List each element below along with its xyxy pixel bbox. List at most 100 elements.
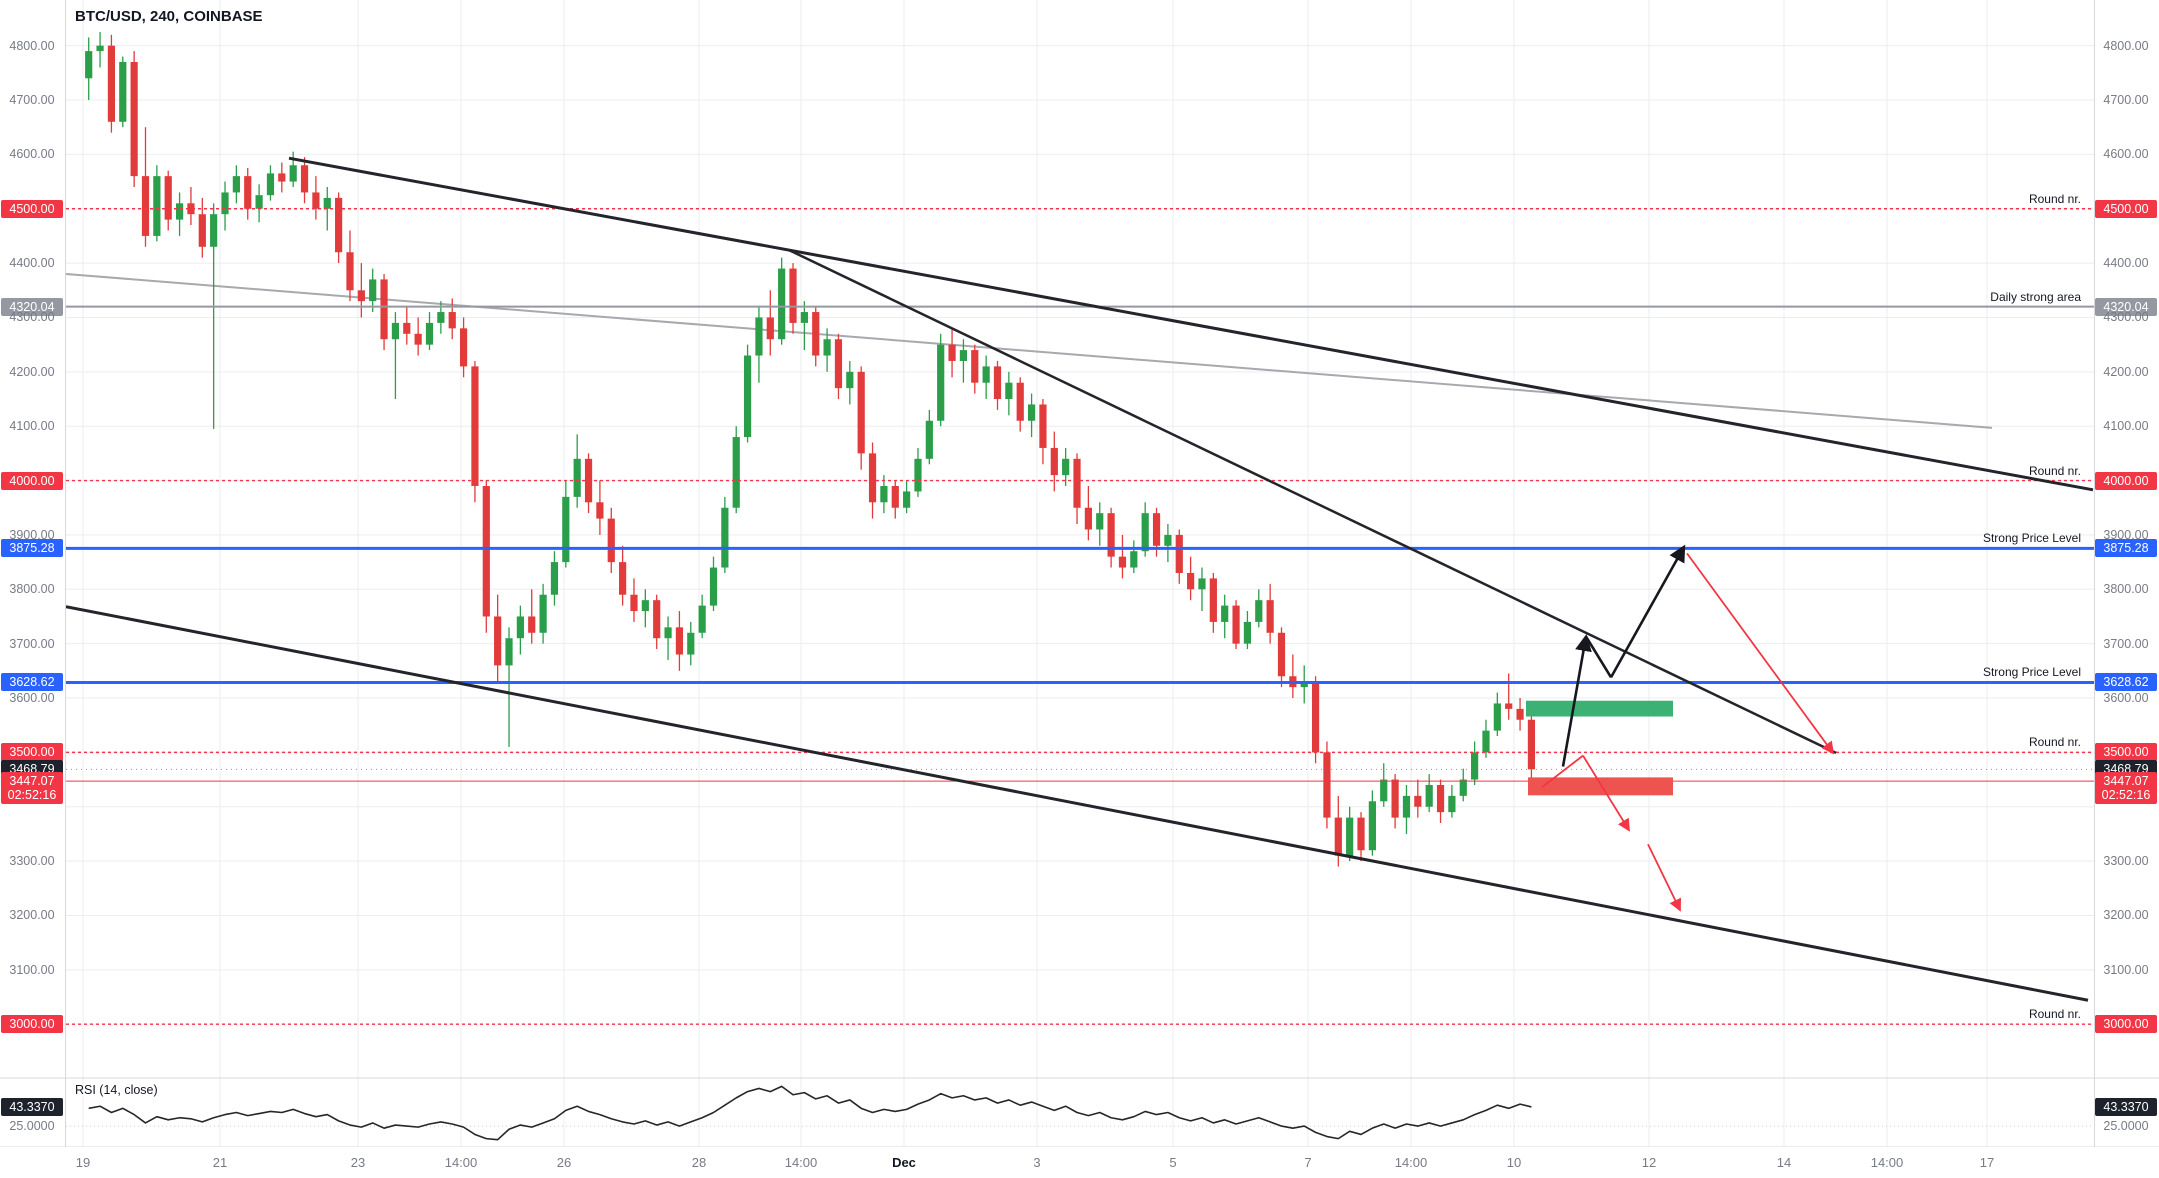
price-axis-label: 4320.04 bbox=[1, 297, 63, 316]
candle-body bbox=[721, 507, 729, 568]
candle-body bbox=[266, 173, 275, 196]
candle-body bbox=[403, 322, 411, 334]
candle-body bbox=[1311, 681, 1320, 753]
rsi-indicator-legend[interactable]: RSI (14, close) bbox=[75, 1083, 158, 1097]
time-axis-label: 14:00 bbox=[784, 1155, 818, 1170]
candle-up bbox=[1459, 768, 1467, 802]
candle-body bbox=[1096, 513, 1104, 530]
candle-up bbox=[119, 56, 127, 128]
rsi-panel[interactable] bbox=[66, 1085, 2094, 1141]
candle-body bbox=[1436, 784, 1445, 813]
candle-body bbox=[982, 366, 990, 383]
projection-down-arrow-1 bbox=[1686, 552, 1835, 755]
candle-body bbox=[1073, 458, 1081, 508]
candle-body bbox=[1323, 752, 1331, 818]
candle-up bbox=[823, 328, 831, 372]
candle-body bbox=[732, 437, 740, 508]
candle-body bbox=[1232, 605, 1240, 644]
candle-body bbox=[914, 458, 922, 492]
candle-up bbox=[982, 355, 990, 400]
candle-body bbox=[391, 322, 400, 340]
left-price-axis[interactable]: 4800.00 4700.00 4600.00 4500.00 4400.00 4320.… bbox=[0, 0, 65, 1147]
candle-up bbox=[153, 165, 161, 242]
candle-down bbox=[596, 480, 604, 535]
candle-body bbox=[1482, 730, 1490, 753]
candle-body bbox=[1005, 382, 1013, 400]
candle-body bbox=[1084, 507, 1092, 530]
price-axis-label: 3500.00 bbox=[1, 743, 63, 762]
symbol-legend[interactable]: BTC/USD, 240, COINBASE bbox=[75, 8, 263, 25]
candle-body bbox=[607, 518, 615, 563]
candle-down bbox=[414, 317, 422, 356]
candle-down bbox=[971, 344, 979, 394]
main-panel[interactable] bbox=[66, 32, 2094, 1025]
candle-up bbox=[573, 434, 581, 508]
price-axis-label: 02:52:16 bbox=[1, 786, 63, 805]
candle-down bbox=[130, 51, 138, 188]
candle-up bbox=[1130, 540, 1138, 573]
candle-up bbox=[743, 344, 752, 443]
candle-down bbox=[789, 263, 797, 334]
candle-down bbox=[1414, 779, 1422, 818]
candle-down bbox=[1050, 431, 1058, 492]
candle-body bbox=[278, 173, 286, 182]
candle-down bbox=[619, 545, 627, 606]
candle-body bbox=[1402, 795, 1411, 818]
candle-down bbox=[1118, 534, 1127, 579]
candle-up bbox=[516, 605, 524, 655]
price-axis-label: 3800.00 bbox=[2103, 582, 2149, 597]
price-axis-label: 4000.00 bbox=[1, 471, 63, 490]
candle-down bbox=[1232, 600, 1240, 650]
candle-down bbox=[993, 360, 1002, 410]
candle-body bbox=[698, 605, 706, 633]
candle-body bbox=[1027, 404, 1036, 421]
candle-down bbox=[1527, 714, 1536, 785]
time-axis-label: 14:00 bbox=[1394, 1155, 1428, 1170]
candle-body bbox=[244, 176, 252, 209]
candle-body bbox=[1050, 447, 1058, 476]
candle-body bbox=[1357, 817, 1365, 851]
candle-down bbox=[278, 162, 286, 193]
candle-body bbox=[743, 355, 752, 438]
annotation-label: Strong Price Level bbox=[1982, 665, 2081, 680]
candle-body bbox=[175, 203, 184, 220]
price-axis-label: 4500.00 bbox=[1, 199, 63, 218]
candle-body bbox=[357, 290, 365, 302]
candle-body bbox=[482, 485, 490, 617]
time-axis[interactable]: 19 21 23 14:00 26 28 14:00 Dec 3 5 7 14:00 10 12 14 14:… bbox=[0, 1147, 2159, 1178]
candle-up bbox=[925, 409, 933, 465]
right-price-axis[interactable]: 4800.00 4700.00 4600.00 4500.00 4400.00 4320.… bbox=[2094, 0, 2159, 1147]
candle-body bbox=[755, 317, 763, 356]
candle-body bbox=[1493, 703, 1501, 731]
price-axis-label: 3447.07 bbox=[1, 772, 63, 791]
candle-body bbox=[471, 366, 479, 486]
candle-body bbox=[198, 214, 206, 247]
price-axis-label: 3875.28 bbox=[2095, 539, 2157, 558]
candle-up bbox=[1027, 393, 1036, 438]
candle-up bbox=[96, 32, 104, 68]
candle-down bbox=[584, 453, 593, 514]
price-axis-label: 3100.00 bbox=[2103, 962, 2149, 977]
candle-body bbox=[425, 322, 434, 345]
candle-down bbox=[187, 187, 195, 226]
candle-body bbox=[1107, 513, 1115, 557]
candle-body bbox=[300, 165, 309, 193]
price-axis-label: 3100.00 bbox=[9, 962, 55, 977]
projection-down-arrow-3 bbox=[1647, 843, 1681, 912]
candle-body bbox=[1243, 621, 1252, 644]
candle-body bbox=[596, 502, 604, 519]
candle-up bbox=[755, 306, 763, 383]
candle-down bbox=[1266, 583, 1274, 644]
price-axis-label: 43.3370 bbox=[1, 1097, 63, 1116]
candle-down bbox=[312, 176, 320, 220]
candle-up bbox=[1448, 784, 1456, 818]
candle-body bbox=[187, 203, 195, 215]
candle-body bbox=[1209, 578, 1217, 622]
candle-down bbox=[1187, 556, 1195, 601]
candle-up bbox=[664, 616, 672, 660]
time-axis-label: 3 bbox=[1033, 1155, 1041, 1170]
candle-down bbox=[528, 589, 536, 644]
candle-body bbox=[141, 176, 150, 236]
time-axis-label: 14:00 bbox=[444, 1155, 478, 1170]
